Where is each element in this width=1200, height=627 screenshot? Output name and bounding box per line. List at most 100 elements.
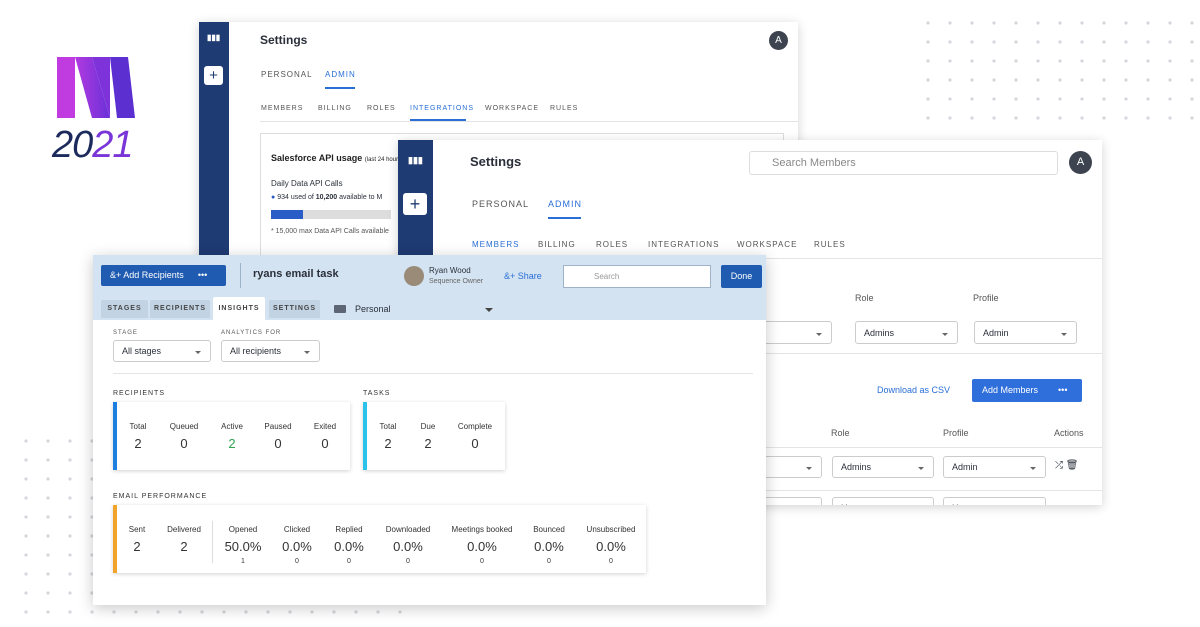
sidebar: ▮▮▮ +	[199, 22, 229, 292]
stat-label: Replied	[335, 525, 363, 534]
add-recipients-button[interactable]: &+ Add Recipients •••	[101, 265, 226, 286]
stat-label: Bounced	[533, 525, 565, 534]
subtab[interactable]: ROLES	[596, 240, 629, 249]
stat-value: 2	[228, 436, 236, 451]
active-underline	[410, 119, 466, 121]
stat-value: 0.0%	[596, 539, 626, 554]
subtab[interactable]: MEMBERS	[261, 105, 304, 112]
year-start: 20	[52, 124, 93, 166]
stat-count: 0	[609, 558, 613, 565]
card-title: Salesforce API usage	[271, 153, 363, 163]
avatar[interactable]: A	[769, 31, 788, 50]
stat-label: Total	[129, 422, 147, 431]
front-window: &+ Add Recipients ••• ryans email task Ry…	[93, 255, 766, 605]
share-link[interactable]: &+ Share	[504, 271, 542, 281]
subtab[interactable]: INTEGRATIONS	[648, 240, 720, 249]
used: 934	[277, 194, 289, 201]
button-label: Add Members	[982, 385, 1039, 395]
search-box[interactable]: Search Members	[749, 151, 1058, 175]
stat-label: Exited	[313, 422, 337, 431]
logo-year: 2021	[52, 124, 134, 167]
year-end: 21	[92, 124, 133, 166]
download-link[interactable]: Download as CSV	[877, 385, 951, 395]
stat-value: 2	[384, 436, 392, 451]
subtab[interactable]: ROLES	[367, 105, 396, 112]
tab[interactable]: PERSONAL	[261, 70, 313, 79]
stat-value: 0	[321, 436, 329, 451]
avatar[interactable]: A	[1069, 151, 1092, 174]
tab-active[interactable]: INSIGHTS	[213, 297, 265, 320]
title: Settings	[470, 154, 522, 169]
section-title: TASKS	[363, 390, 391, 397]
stat-label: Opened	[228, 525, 258, 534]
stat-count: 0	[480, 558, 484, 565]
stat-label: Meetings booked	[451, 525, 513, 534]
subtab[interactable]: RULES	[550, 105, 579, 112]
stat-label: Active	[221, 422, 243, 431]
filter-header: Profile	[973, 293, 999, 303]
dropdown[interactable]: Admin	[974, 321, 1077, 344]
section-title: EMAIL PERFORMANCE	[113, 493, 208, 500]
done-button[interactable]: Done	[721, 265, 762, 288]
stat-label: Queued	[169, 422, 199, 431]
stat-label: Total	[379, 422, 397, 431]
subtab[interactable]: RULES	[814, 240, 846, 249]
stat-card	[113, 505, 646, 573]
subtab[interactable]: BILLING	[538, 240, 576, 249]
stat-count: 1	[241, 558, 245, 565]
stat-label: Sent	[128, 525, 146, 534]
owner-name: Ryan Wood	[429, 266, 471, 275]
dropdown[interactable]: Admins	[855, 321, 958, 344]
tab[interactable]: SETTINGS	[269, 300, 320, 318]
stat-value: 0.0%	[534, 539, 564, 554]
stat-label: Delivered	[167, 525, 201, 534]
stat-value: 0.0%	[282, 539, 312, 554]
folder[interactable]: Personal	[355, 304, 391, 314]
stat-value: 2	[424, 436, 432, 451]
card-note: (last 24 hours	[364, 157, 402, 163]
subtab[interactable]: BILLING	[318, 105, 352, 112]
stat-value: 0.0%	[393, 539, 423, 554]
add-members-button[interactable]: Add Members •••	[972, 379, 1082, 402]
column-header: Role	[831, 428, 850, 438]
column-header: Profile	[943, 428, 969, 438]
dropdown[interactable]: All stages	[113, 340, 211, 362]
metric: Daily Data API Calls	[271, 179, 343, 188]
stat-count: 0	[295, 558, 299, 565]
stat-count: 0	[406, 558, 410, 565]
subtab-active[interactable]: MEMBERS	[472, 240, 520, 249]
stat-value: 50.0%	[224, 539, 262, 554]
tab[interactable]: STAGES	[101, 300, 148, 318]
total: 10,200	[315, 194, 338, 201]
subtab[interactable]: WORKSPACE	[485, 105, 539, 112]
search-box[interactable]: Search	[563, 265, 711, 288]
stat-card	[113, 402, 350, 470]
stat-label: Downloaded	[385, 525, 431, 534]
stat-count: 0	[347, 558, 351, 565]
stat-value: 0.0%	[467, 539, 497, 554]
tab[interactable]: PERSONAL	[472, 199, 530, 209]
button-label: Add Recipients	[123, 270, 184, 280]
tab[interactable]: RECIPIENTS	[150, 300, 210, 318]
stat-label: Unsubscribed	[586, 525, 636, 534]
subtab-active[interactable]: INTEGRATIONS	[410, 105, 474, 112]
subtab[interactable]: WORKSPACE	[737, 240, 798, 249]
dropdown[interactable]: All recipients	[221, 340, 320, 362]
divider	[212, 521, 213, 563]
stat-value: 0	[274, 436, 282, 451]
stat-label: Paused	[264, 422, 292, 431]
dropdown[interactable]: Users	[832, 497, 934, 505]
dropdown[interactable]: Users	[943, 497, 1046, 505]
filter-label: ANALYTICS FOR	[221, 330, 282, 336]
dropdown[interactable]: Admins	[832, 456, 934, 478]
stat-value: 0.0%	[334, 539, 364, 554]
stat-value: 0	[180, 436, 188, 451]
column-header: Actions	[1054, 428, 1084, 438]
owner-role: Sequence Owner	[429, 278, 484, 285]
stat-label: Due	[420, 422, 436, 431]
section-title: RECIPIENTS	[113, 390, 166, 397]
stat-value: 2	[133, 539, 141, 554]
tab-active[interactable]: ADMIN	[548, 199, 582, 209]
dropdown[interactable]: Admin	[943, 456, 1046, 478]
tab-active[interactable]: ADMIN	[325, 70, 356, 79]
